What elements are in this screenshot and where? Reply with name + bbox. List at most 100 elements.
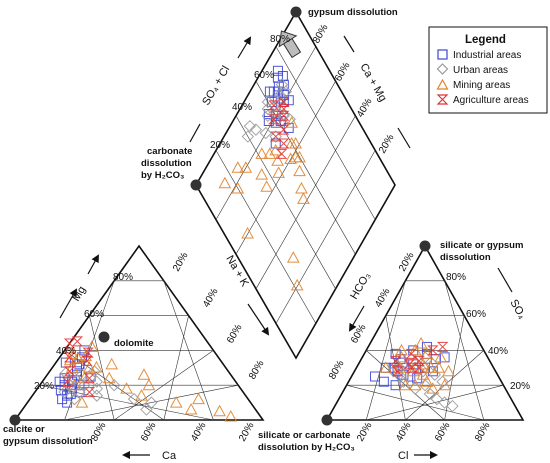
data-point-triangle xyxy=(286,251,300,263)
dolomite-note: dolomite xyxy=(114,338,154,349)
data-point-hourglass xyxy=(81,355,93,366)
silicate-gypsum-note-line2: dissolution xyxy=(440,252,491,263)
data-point-square xyxy=(266,96,277,107)
data-point-diamond xyxy=(249,123,263,136)
tri-grid-line xyxy=(444,315,465,421)
data-point-hourglass xyxy=(268,114,280,125)
data-point-square xyxy=(272,65,283,76)
tick-label: 80% xyxy=(113,272,133,283)
tick-label: 60% xyxy=(433,421,453,444)
hco3-axis-label: HCO₃ xyxy=(348,270,373,301)
data-point-square xyxy=(370,371,381,382)
data-point-hourglass xyxy=(63,352,76,363)
legend: Legend Industrial areas Urban areas Mini… xyxy=(428,26,548,114)
data-point-hourglass xyxy=(83,387,96,398)
diamond-grid-line xyxy=(215,150,317,324)
silicate-gypsum-vertex-marker xyxy=(419,240,431,252)
tick-label: 40% xyxy=(373,287,393,310)
data-point-diamond xyxy=(418,378,432,392)
data-point-hourglass xyxy=(413,362,425,373)
data-point-hourglass xyxy=(405,362,417,373)
tick-label: 40% xyxy=(232,102,252,113)
so4-axis-label: SO₄ xyxy=(507,298,528,322)
tick-label: 20% xyxy=(34,381,54,392)
data-point-diamond xyxy=(73,385,86,399)
tick-label: 80% xyxy=(270,34,290,45)
data-point-diamond xyxy=(140,403,153,416)
tick-label: 20% xyxy=(171,251,191,274)
data-point-hourglass xyxy=(63,366,76,377)
data-point-hourglass xyxy=(61,376,73,387)
legend-marker-square xyxy=(437,49,448,60)
data-point-triangle xyxy=(290,278,304,291)
data-point-diamond xyxy=(241,130,255,143)
data-point-hourglass xyxy=(278,96,290,107)
legend-label: Urban areas xyxy=(453,65,508,76)
legend-marker-triangle xyxy=(436,78,449,90)
data-point-diamond xyxy=(277,109,290,123)
legend-box xyxy=(428,26,548,114)
data-point-diamond xyxy=(261,109,275,123)
data-point-hourglass xyxy=(83,373,96,384)
data-point-square xyxy=(54,376,65,387)
data-point-triangle xyxy=(169,396,183,408)
data-point-diamond xyxy=(428,368,442,381)
data-point-square xyxy=(421,341,432,352)
data-point-hourglass xyxy=(63,338,76,349)
silicate-carbonate-vertex-marker xyxy=(321,414,333,426)
tri-grid-line xyxy=(163,280,214,421)
data-point-triangle xyxy=(120,382,133,394)
data-point-diamond xyxy=(436,375,449,388)
data-point-triangle xyxy=(395,350,408,363)
data-point-diamond xyxy=(145,396,158,409)
tick-label: 60% xyxy=(333,61,353,84)
tick-label: 40% xyxy=(488,346,508,357)
data-point-diamond xyxy=(90,375,104,388)
so4-axis: SO₄ xyxy=(497,267,528,322)
tick-label: 60% xyxy=(254,70,274,81)
data-point-hourglass xyxy=(277,138,290,149)
cation-bottom-ticks: 80% 60% 40% 20% xyxy=(89,421,257,444)
so4-cl-axis: SO₄ + Cl xyxy=(189,36,252,143)
cation-triangle-frame xyxy=(13,244,265,421)
data-point-triangle xyxy=(255,168,269,180)
ca-mg-axis: Ca + Mg xyxy=(343,35,411,149)
data-points xyxy=(54,65,459,422)
cation-left-ticks: 20% 40% 60% 80% xyxy=(34,272,133,392)
data-point-diamond xyxy=(88,365,101,378)
data-point-triangle xyxy=(379,361,393,373)
tick-label: 20% xyxy=(355,421,375,444)
tick-label: 60% xyxy=(84,309,104,320)
anion-right-ticks: 80% 60% 40% 20% xyxy=(446,272,530,392)
tick-label: 40% xyxy=(56,346,76,357)
tri-grid-line xyxy=(89,315,115,421)
data-point-hourglass xyxy=(403,359,416,370)
diamond-grid-line xyxy=(235,81,336,255)
data-point-triangle xyxy=(241,226,254,239)
calcite-note-line1: calcite or xyxy=(3,424,45,435)
tri-grid-line xyxy=(444,280,485,421)
diamond-grid-line xyxy=(275,150,376,324)
data-point-diamond xyxy=(243,119,257,133)
gypsum-dissolution-note: gypsum dissolution xyxy=(308,7,398,18)
data-point-triangle xyxy=(297,192,310,204)
data-point-hourglass xyxy=(278,103,290,114)
data-point-triangle xyxy=(184,403,198,415)
data-point-triangle xyxy=(416,357,430,370)
data-point-hourglass xyxy=(71,336,84,347)
tick-label: 20% xyxy=(397,251,417,274)
data-point-diamond xyxy=(58,385,71,399)
data-point-diamond xyxy=(78,378,91,392)
data-point-diamond xyxy=(438,396,451,409)
data-point-triangle xyxy=(231,161,245,173)
calcite-note-line2: gypsum dissolution xyxy=(3,436,93,447)
silicate-gypsum-note-line1: silicate or gypsum xyxy=(440,240,523,251)
data-point-diamond xyxy=(68,372,81,385)
legend-label: Mining areas xyxy=(453,80,510,91)
data-point-triangle xyxy=(83,361,96,373)
data-point-triangle xyxy=(255,147,269,159)
diamond-grid-line xyxy=(255,115,356,289)
carbonate-note-line2: dissolution xyxy=(141,158,192,169)
carbonate-note-line3: by H₂CO₃ xyxy=(141,170,184,181)
silicate-carbonate-note-line2: dissolution by H₂CO₃ xyxy=(258,442,355,453)
